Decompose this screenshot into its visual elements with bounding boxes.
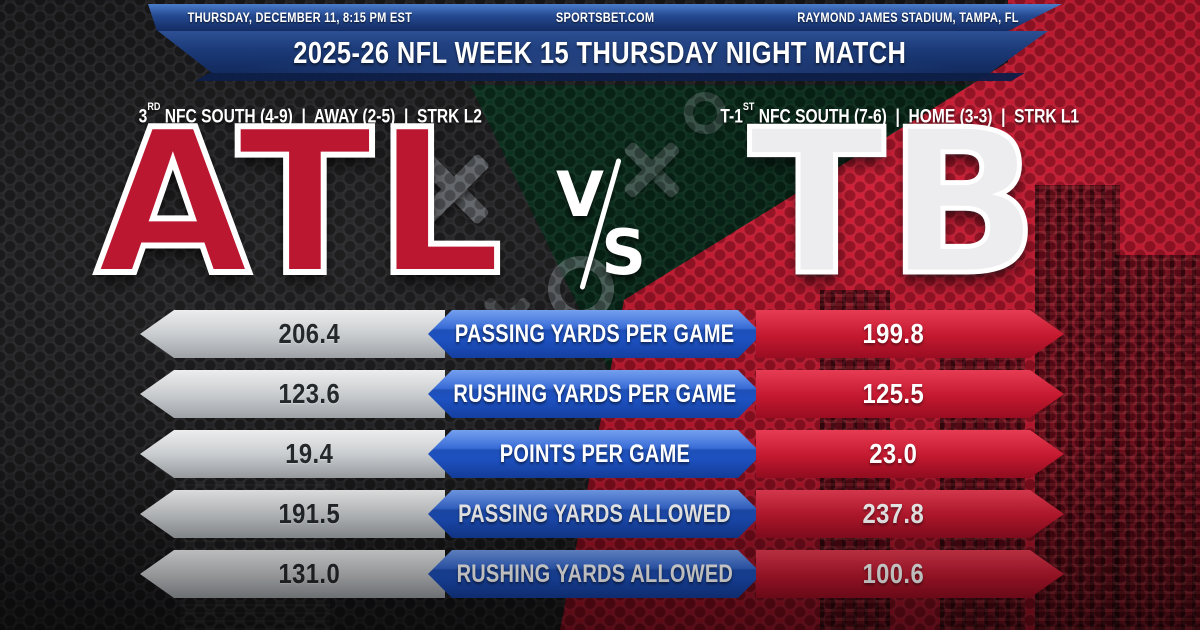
stat-label: PASSING YARDS PER GAME xyxy=(455,319,735,348)
away-stat-value: 131.0 xyxy=(278,558,341,589)
home-stat-bar: 125.5 xyxy=(756,370,1064,418)
home-stat-value: 23.0 xyxy=(868,438,918,469)
stat-label-bar: PASSING YARDS PER GAME xyxy=(428,310,762,358)
stat-label-bar: RUSHING YARDS ALLOWED xyxy=(428,550,762,598)
stat-label-bar: RUSHING YARDS PER GAME xyxy=(428,370,762,418)
event-datetime-text: THURSDAY, DECEMBER 11, 8:15 PM EST xyxy=(187,10,413,25)
away-team-record: 3RD NFC SOUTH (4-9) | AWAY (2-5) | STRK … xyxy=(55,99,565,127)
away-stat-bar: 191.5 xyxy=(140,490,445,538)
stat-label-bar: POINTS PER GAME xyxy=(428,430,762,478)
away-team-abbr: ATL xyxy=(92,87,505,320)
away-stat-bar: 131.0 xyxy=(140,550,445,598)
home-team-record-text: T-1ST NFC SOUTH (7-6) | HOME (3-3) | STR… xyxy=(721,99,1080,130)
home-rank: T-1 xyxy=(720,106,744,128)
away-rank-suffix: RD xyxy=(147,101,161,114)
stat-label: RUSHING YARDS ALLOWED xyxy=(456,559,734,588)
home-stat-value: 199.8 xyxy=(862,318,924,349)
away-rank: 3 xyxy=(138,106,148,128)
away-stat-value: 206.4 xyxy=(278,318,341,349)
stat-row: 191.5 PASSING YARDS ALLOWED 237.8 xyxy=(0,490,1200,538)
home-stat-bar: 100.6 xyxy=(756,550,1064,598)
versus-mark: V S xyxy=(556,157,646,291)
home-stat-value: 125.5 xyxy=(862,378,924,409)
stat-row: 206.4 PASSING YARDS PER GAME 199.8 xyxy=(0,310,1200,358)
site-name-text: SPORTSBET.COM xyxy=(555,10,655,25)
home-team-record: T-1ST NFC SOUTH (7-6) | HOME (3-3) | STR… xyxy=(655,99,1145,127)
header-info-strip: THURSDAY, DECEMBER 11, 8:15 PM EST SPORT… xyxy=(148,4,1062,31)
away-team-record-text: 3RD NFC SOUTH (4-9) | AWAY (2-5) | STRK … xyxy=(138,99,481,130)
site-name: SPORTSBET.COM xyxy=(148,4,1062,31)
stat-label: PASSING YARDS ALLOWED xyxy=(458,499,732,528)
building-silhouette xyxy=(1115,255,1200,630)
event-datetime: THURSDAY, DECEMBER 11, 8:15 PM EST xyxy=(163,4,433,31)
title-banner-accent xyxy=(195,73,1025,81)
away-stat-bar: 123.6 xyxy=(140,370,445,418)
away-stat-value: 191.5 xyxy=(278,498,341,529)
home-team-abbr: TB xyxy=(746,87,1042,320)
home-stat-value: 237.8 xyxy=(862,498,924,529)
building-silhouette xyxy=(1035,185,1120,630)
stat-row: 131.0 RUSHING YARDS ALLOWED 100.6 xyxy=(0,550,1200,598)
play-diagram-o-icon xyxy=(684,92,726,134)
away-stat-bar: 206.4 xyxy=(140,310,445,358)
away-stat-bar: 19.4 xyxy=(140,430,445,478)
away-record-details: NFC SOUTH (4-9) | AWAY (2-5) | STRK L2 xyxy=(160,106,482,128)
stat-row: 123.6 RUSHING YARDS PER GAME 125.5 xyxy=(0,370,1200,418)
away-stat-value: 123.6 xyxy=(278,378,341,409)
versus-v: V xyxy=(556,158,604,231)
home-stat-bar: 199.8 xyxy=(756,310,1064,358)
stat-label: POINTS PER GAME xyxy=(499,439,691,468)
page-title: 2025-26 NFL WEEK 15 THURSDAY NIGHT MATCH xyxy=(158,31,1048,73)
stat-label-bar: PASSING YARDS ALLOWED xyxy=(428,490,762,538)
away-stat-value: 19.4 xyxy=(285,438,334,469)
page-title-text: 2025-26 NFL WEEK 15 THURSDAY NIGHT MATCH xyxy=(293,35,907,70)
home-stat-bar: 23.0 xyxy=(756,430,1064,478)
home-stat-bar: 237.8 xyxy=(756,490,1064,538)
stat-label: RUSHING YARDS PER GAME xyxy=(453,379,737,408)
home-record-details: NFC SOUTH (7-6) | HOME (3-3) | STRK L1 xyxy=(754,106,1080,128)
title-banner: 2025-26 NFL WEEK 15 THURSDAY NIGHT MATCH xyxy=(158,31,1048,73)
versus-s: S xyxy=(601,216,646,289)
stat-row: 19.4 POINTS PER GAME 23.0 xyxy=(0,430,1200,478)
stats-comparison: 206.4 PASSING YARDS PER GAME 199.8 123.6… xyxy=(0,310,1200,610)
home-stat-value: 100.6 xyxy=(862,558,924,589)
venue-name-text: RAYMOND JAMES STADIUM, TAMPA, FL xyxy=(797,10,1019,25)
home-rank-suffix: ST xyxy=(743,101,755,114)
venue-name: RAYMOND JAMES STADIUM, TAMPA, FL xyxy=(768,4,1048,31)
